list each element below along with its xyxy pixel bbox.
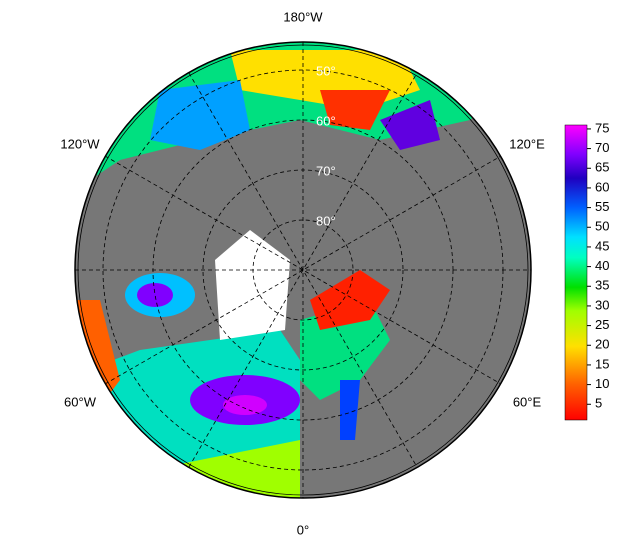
colorbar-label: 55: [595, 199, 609, 214]
latitude-label: 60°: [316, 113, 336, 128]
latitude-label: 50°: [316, 63, 336, 78]
meridian: [104, 155, 502, 385]
colorbar: [564, 124, 588, 421]
colorbar-label: 10: [595, 376, 609, 391]
colorbar-label: 20: [595, 337, 609, 352]
sea-field: [310, 270, 390, 330]
colorbar-label: 25: [595, 317, 609, 332]
latitude-label: 70°: [316, 163, 336, 178]
colorbar-label: 50: [595, 219, 609, 234]
colorbar-label: 65: [595, 160, 609, 175]
colorbar-label: 35: [595, 278, 609, 293]
colorbar-label: 5: [595, 396, 602, 411]
meridian: [104, 155, 502, 385]
longitude-label: 60°E: [513, 394, 542, 409]
sea-field: [150, 80, 250, 150]
map-frame: [74, 41, 532, 499]
sea-field: [340, 380, 360, 440]
colorbar-label: 75: [595, 120, 609, 135]
sea-field: [137, 283, 173, 307]
latitude-label: 80°: [316, 213, 336, 228]
ice-sheet: [215, 230, 290, 340]
longitude-label: 120°E: [509, 136, 545, 151]
colorbar-label: 40: [595, 258, 609, 273]
colorbar-label: 70: [595, 140, 609, 155]
colorbar-label: 30: [595, 297, 609, 312]
graticule: [75, 42, 531, 498]
sea-field: [320, 90, 390, 130]
colorbar-label: 15: [595, 356, 609, 371]
colorbar-label: 45: [595, 238, 609, 253]
longitude-label: 180°W: [283, 9, 323, 24]
longitude-label: 120°W: [60, 136, 100, 151]
longitude-label: 0°: [297, 522, 309, 537]
sea-field: [223, 395, 267, 415]
map-frame: [77, 44, 529, 496]
sea-field: [150, 440, 300, 498]
sea-field: [380, 100, 440, 150]
map-body: [75, 42, 531, 498]
longitude-label: 60°W: [64, 394, 97, 409]
colorbar-label: 60: [595, 179, 609, 194]
